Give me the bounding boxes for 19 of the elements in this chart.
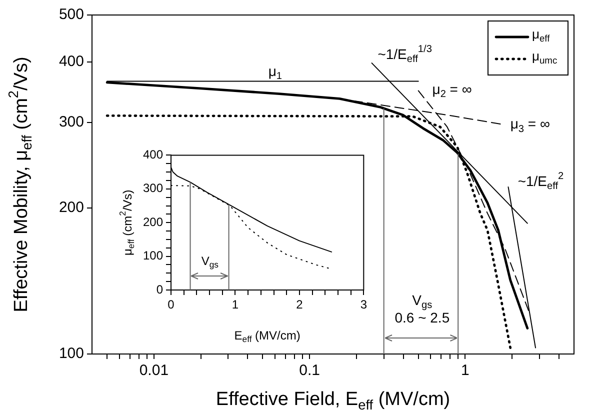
y-tick-label: 100	[58, 345, 84, 362]
y-tick-label: 300	[58, 114, 84, 131]
x-tick-label: 0.01	[139, 362, 169, 380]
y-tick-label: 200	[58, 199, 84, 216]
y-tick-label: 200	[142, 214, 164, 229]
x-tick-label: 0	[168, 298, 175, 312]
y-tick-label: 100	[142, 248, 164, 263]
y-axis-title: Effective Mobility, μeff (cm2/Vs)	[6, 56, 34, 312]
x-tick-label: 2	[296, 298, 304, 312]
x-tick-label: 1	[461, 362, 470, 380]
y-tick-label: 500	[58, 6, 84, 24]
y-tick-label: 400	[58, 53, 84, 70]
y-tick-label: 400	[142, 148, 164, 162]
x-tick-label: 3	[360, 298, 368, 312]
x-tick-label: 1	[232, 298, 239, 312]
x-tick-label: 0.1	[299, 362, 320, 380]
y-axis-title: μeff (cm2/Vs)	[117, 190, 136, 256]
y-tick-label: 300	[142, 181, 164, 196]
y-tick-label: 0	[156, 282, 164, 296]
